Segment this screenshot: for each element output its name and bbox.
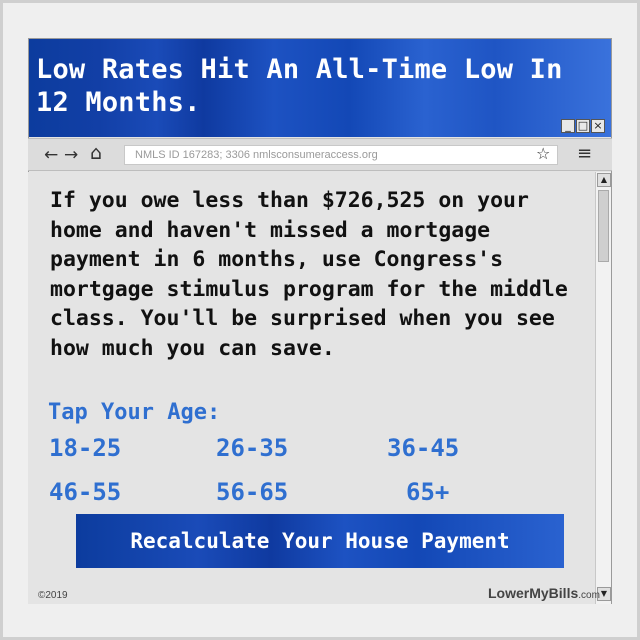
ad-content: If you owe less than $726,525 on your ho…	[28, 172, 595, 604]
maximize-button[interactable]: □	[576, 119, 590, 133]
scroll-up-icon[interactable]: ▲	[597, 173, 611, 187]
browser-toolbar: ← → ⌂ NMLS ID 167283; 3306 nmlsconsumera…	[28, 138, 612, 171]
close-button[interactable]: ×	[591, 119, 605, 133]
brand-logo: LowerMyBills.com	[488, 585, 600, 601]
hamburger-menu-icon[interactable]: ≡	[577, 143, 593, 164]
brand-name: LowerMyBills	[488, 585, 579, 601]
vertical-scrollbar[interactable]: ▲ ▼	[595, 172, 611, 604]
home-icon[interactable]: ⌂	[90, 142, 103, 164]
age-option-26-35[interactable]: 26-35	[216, 434, 289, 462]
minimize-button[interactable]: _	[561, 119, 575, 133]
brand-suffix: .com	[578, 590, 600, 601]
title-bar: Low Rates Hit An All-Time Low In 12 Mont…	[29, 39, 611, 137]
scroll-thumb[interactable]	[598, 190, 609, 262]
age-option-56-65[interactable]: 56-65	[216, 478, 289, 506]
ad-body-text: If you owe less than $726,525 on your ho…	[50, 188, 568, 361]
recalculate-payment-button[interactable]: Recalculate Your House Payment	[76, 514, 564, 568]
scroll-down-icon[interactable]: ▼	[597, 587, 611, 601]
age-option-36-45[interactable]: 36-45	[387, 434, 460, 462]
age-prompt: Tap Your Age:	[48, 400, 221, 425]
star-icon[interactable]: ☆	[536, 144, 551, 163]
back-arrow-icon[interactable]: ←	[44, 145, 59, 165]
age-option-46-55[interactable]: 46-55	[49, 478, 122, 506]
forward-arrow-icon[interactable]: →	[64, 145, 79, 165]
headline: Low Rates Hit An All-Time Low In 12 Mont…	[36, 54, 563, 118]
copyright-text: ©2019	[38, 590, 68, 601]
address-bar[interactable]: NMLS ID 167283; 3306 nmlsconsumeraccess.…	[124, 145, 558, 165]
age-option-65-plus[interactable]: 65+	[406, 478, 450, 506]
age-option-18-25[interactable]: 18-25	[49, 434, 122, 462]
window-controls: _ □ ×	[561, 119, 605, 133]
